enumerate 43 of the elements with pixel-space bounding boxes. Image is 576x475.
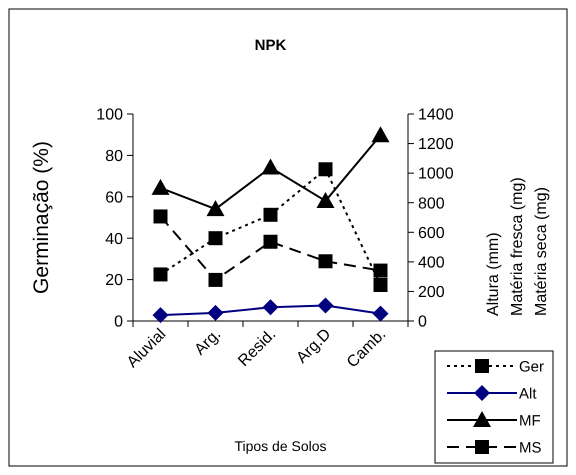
point — [374, 264, 388, 278]
point — [208, 304, 224, 321]
point — [374, 278, 388, 292]
point — [206, 200, 224, 216]
y2-tick-label: 1400 — [418, 106, 454, 124]
y-tick-label: 100 — [96, 106, 124, 124]
x-tick-label: Arg. — [192, 326, 224, 359]
point — [264, 234, 278, 249]
legend-label: MF — [519, 412, 541, 430]
point — [318, 297, 334, 314]
point — [316, 192, 334, 208]
y-tick-label: 20 — [105, 272, 124, 290]
point — [318, 254, 332, 268]
point — [154, 267, 168, 282]
legend-label: Ger — [519, 358, 544, 376]
point — [372, 306, 388, 322]
y-tick-label: 60 — [105, 189, 124, 206]
y2-tick-label: 0 — [418, 314, 427, 331]
y-axis-title: Germinação (%) — [30, 141, 53, 294]
point — [152, 178, 170, 195]
x-axis-title: Tipos de Solos — [234, 438, 327, 454]
legend-label: MS — [519, 439, 542, 456]
y2-tick-label: 1000 — [418, 166, 454, 183]
y2-tick-label: 800 — [418, 195, 445, 212]
y2-tick-label: 400 — [418, 254, 445, 272]
point — [262, 158, 280, 175]
y-tick-label: 80 — [105, 148, 124, 165]
y-tick-label: 0 — [114, 314, 124, 331]
point — [262, 299, 278, 316]
chart-title: NPK — [254, 37, 286, 54]
point — [154, 209, 168, 224]
legend-label: Alt — [519, 385, 538, 402]
point — [208, 231, 222, 246]
y2-tick-label: 1200 — [418, 136, 454, 154]
point — [208, 272, 222, 287]
point — [372, 126, 390, 142]
y2-tick-label: 600 — [418, 224, 445, 242]
y2-axis-title: Altura (mm) Matéria fresca (mg) Matéria seca (mg) — [485, 177, 550, 316]
point — [318, 162, 332, 176]
point — [264, 208, 278, 222]
y-tick-label: 40 — [105, 230, 124, 248]
point — [152, 307, 168, 324]
y2-tick-label: 200 — [418, 284, 445, 302]
